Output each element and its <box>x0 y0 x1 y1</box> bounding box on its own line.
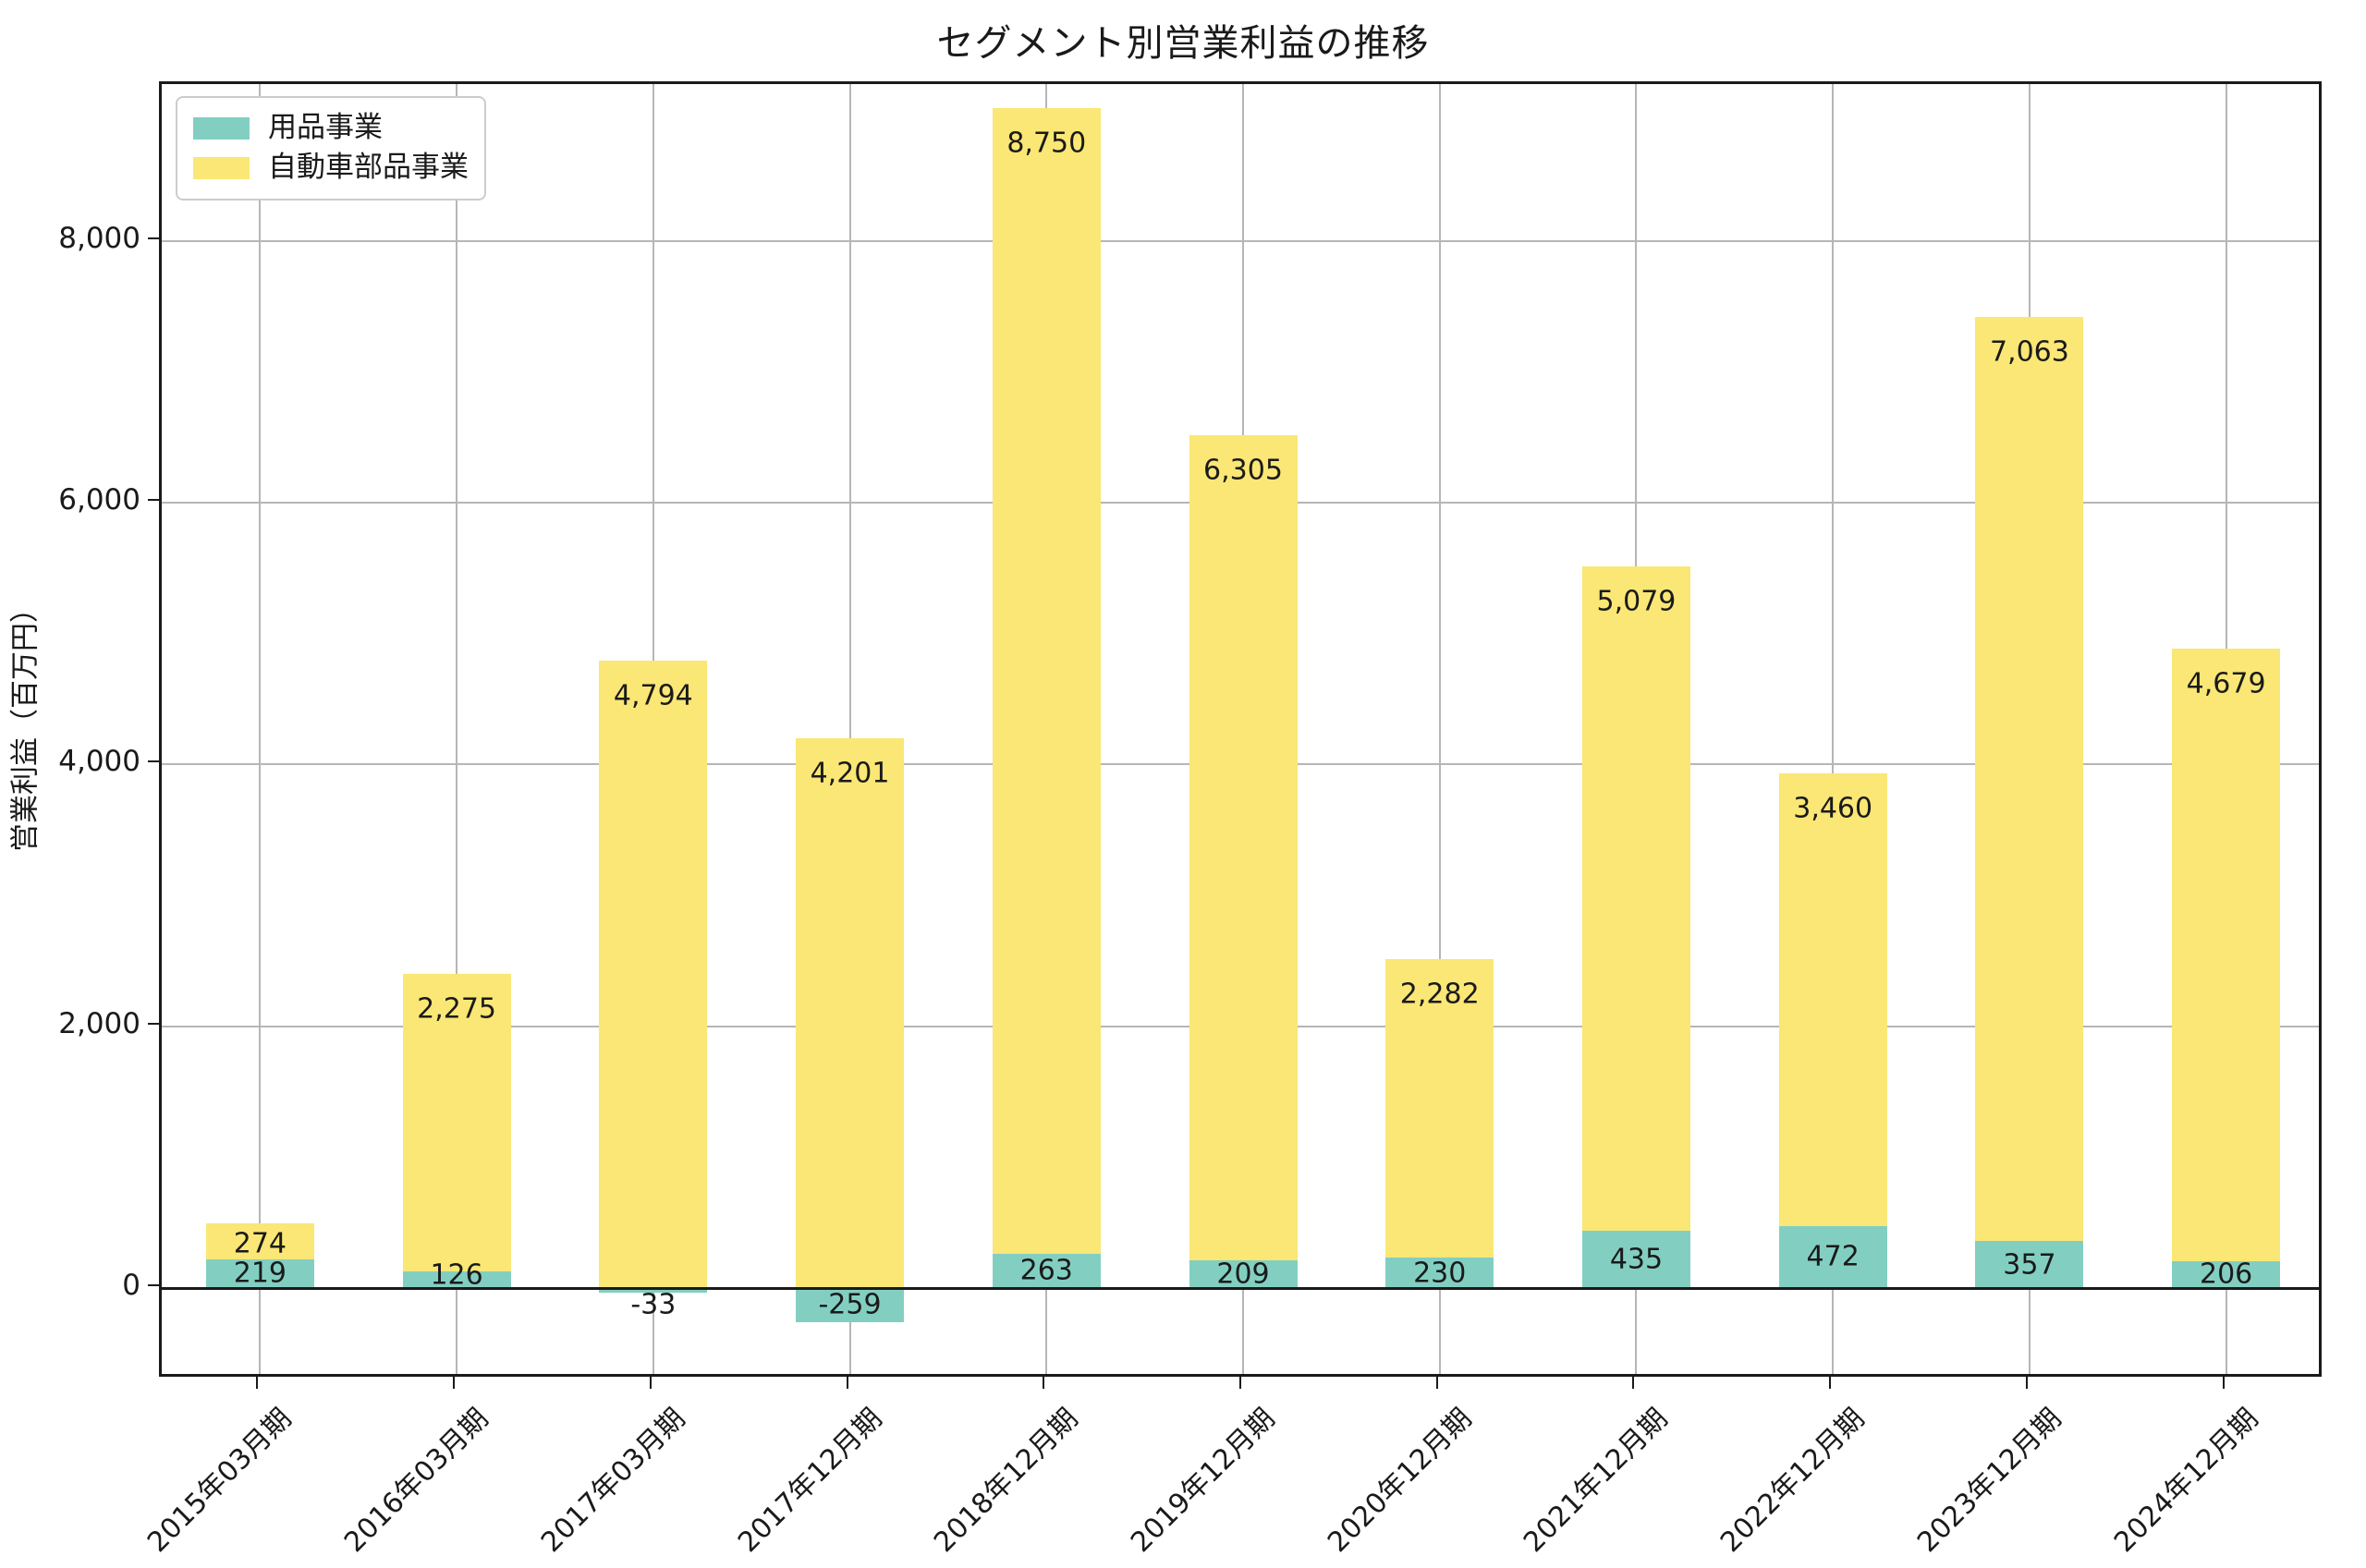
bar-segment-jidosha-buhin[interactable] <box>1189 435 1298 1261</box>
y-axis-tick-mark <box>148 1022 159 1025</box>
x-axis-tick-mark <box>1239 1377 1241 1389</box>
legend-item-label: 用品事業 <box>268 111 383 144</box>
y-axis-tick-mark <box>148 1283 159 1286</box>
bar-segment-yohin[interactable] <box>2172 1260 2281 1288</box>
bar-segment-jidosha-buhin[interactable] <box>402 973 511 1272</box>
bar-segment-jidosha-buhin[interactable] <box>1778 773 1887 1227</box>
legend: 用品事業 自動車部品事業 <box>176 96 486 201</box>
zero-line <box>162 1286 2319 1290</box>
bar-segment-yohin[interactable] <box>402 1271 511 1288</box>
gridline-vertical <box>848 84 851 1374</box>
y-axis-tick-label: 0 <box>122 1268 140 1302</box>
legend-swatch-icon <box>193 156 250 179</box>
x-axis-tick-mark <box>1435 1377 1438 1389</box>
bar-segment-jidosha-buhin[interactable] <box>1975 317 2084 1242</box>
bar-segment-yohin[interactable] <box>1581 1231 1690 1288</box>
x-axis-tick-mark <box>846 1377 848 1389</box>
bar-segment-yohin[interactable] <box>1975 1241 2084 1288</box>
x-axis-tick-mark <box>2025 1377 2028 1389</box>
x-axis-tick-mark <box>2222 1377 2225 1389</box>
legend-item[interactable]: 自動車部品事業 <box>193 148 469 188</box>
gridline-vertical <box>259 84 262 1374</box>
x-axis-tick-label: 2015年03月期 <box>141 1402 299 1560</box>
x-axis-tick-label: 2017年12月期 <box>731 1402 888 1560</box>
y-axis-tick-label: 6,000 <box>58 483 140 517</box>
bar-segment-jidosha-buhin[interactable] <box>1581 565 1690 1232</box>
legend-swatch-icon <box>193 116 250 140</box>
bar-segment-jidosha-buhin[interactable] <box>205 1223 314 1259</box>
bar-segment-yohin[interactable] <box>1189 1260 1298 1288</box>
y-axis-tick-mark <box>148 760 159 763</box>
bar-segment-jidosha-buhin[interactable] <box>2172 649 2281 1261</box>
x-axis-tick-label: 2021年12月期 <box>1518 1402 1675 1560</box>
x-axis-tick-label: 2024年12月期 <box>2107 1402 2265 1560</box>
page-title: セグメント別営業利益の推移 <box>936 22 1430 65</box>
x-axis-tick-mark <box>453 1377 456 1389</box>
x-axis-tick-mark <box>649 1377 652 1389</box>
y-axis-tick-label: 2,000 <box>58 1006 140 1040</box>
x-axis-tick-label: 2018年12月期 <box>928 1402 1085 1560</box>
bar-segment-yohin[interactable] <box>1778 1226 1887 1288</box>
x-axis-tick-mark <box>1043 1377 1045 1389</box>
gridline-vertical <box>1438 84 1441 1374</box>
x-axis-tick-label: 2017年03月期 <box>534 1402 692 1560</box>
bar-segment-yohin[interactable] <box>205 1258 314 1288</box>
x-axis-tick-label: 2019年12月期 <box>1125 1402 1282 1560</box>
bar-segment-yohin[interactable] <box>1385 1258 1494 1288</box>
y-axis-tick-label: 4,000 <box>58 745 140 779</box>
x-axis-tick-mark <box>1632 1377 1635 1389</box>
x-axis-tick-mark <box>1829 1377 1832 1389</box>
bar-segment-yohin[interactable] <box>796 1287 905 1322</box>
x-axis-tick-label: 2023年12月期 <box>1910 1402 2068 1560</box>
bar-segment-jidosha-buhin[interactable] <box>992 108 1101 1254</box>
bar-segment-jidosha-buhin[interactable] <box>1385 959 1494 1258</box>
bar-segment-yohin[interactable] <box>599 1287 708 1293</box>
gridline-horizontal <box>162 239 2319 242</box>
bar-segment-jidosha-buhin[interactable] <box>599 660 708 1288</box>
legend-item-label: 自動車部品事業 <box>268 151 469 184</box>
x-axis-tick-label: 2020年12月期 <box>1321 1402 1479 1560</box>
y-axis-label: 営業利益（百万円） <box>8 594 43 852</box>
y-axis-tick-mark <box>148 499 159 502</box>
legend-item[interactable]: 用品事業 <box>193 108 469 148</box>
gridline-vertical <box>1832 84 1835 1374</box>
gridline-vertical <box>456 84 458 1374</box>
plot-inner: 219 274 126 2,275 -33 4,794 -259 4,201 263 8,750 2… <box>162 84 2319 1374</box>
x-axis-tick-mark <box>256 1377 259 1389</box>
x-axis-tick-label: 2022年12月期 <box>1714 1402 1872 1560</box>
y-axis-tick-mark <box>148 237 159 239</box>
bar-segment-yohin[interactable] <box>992 1253 1101 1288</box>
plot-area: 219 274 126 2,275 -33 4,794 -259 4,201 263 8,750 2… <box>159 81 2322 1377</box>
y-axis-tick-label: 8,000 <box>58 221 140 255</box>
bar-segment-jidosha-buhin[interactable] <box>796 737 905 1288</box>
x-axis-tick-label: 2016年03月期 <box>338 1402 495 1560</box>
